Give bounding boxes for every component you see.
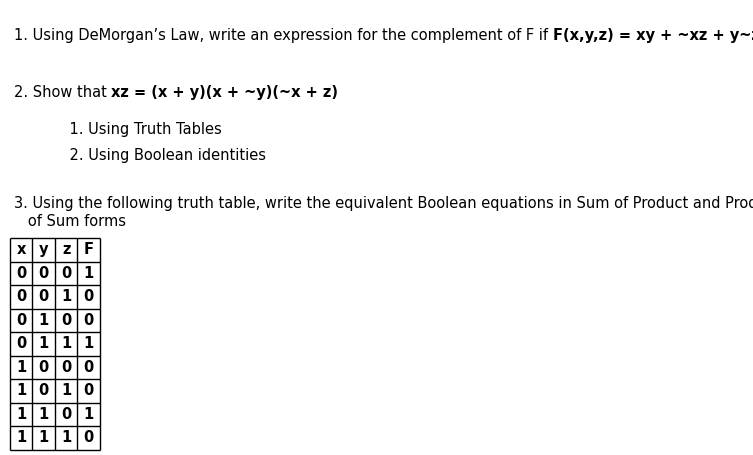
Text: 0: 0 (61, 266, 72, 281)
Text: 1: 1 (61, 430, 72, 445)
Text: 1: 1 (16, 383, 26, 398)
Text: 1. Using Truth Tables: 1. Using Truth Tables (14, 122, 221, 137)
Text: 0: 0 (38, 383, 49, 398)
Text: xz = (x + y)(x + ~y)(~x + z): xz = (x + y)(x + ~y)(~x + z) (111, 85, 339, 100)
Text: 0: 0 (38, 266, 49, 281)
Text: 0: 0 (38, 289, 49, 304)
Text: 0: 0 (84, 383, 94, 398)
Text: 0: 0 (16, 289, 26, 304)
Text: 0: 0 (61, 313, 72, 328)
Text: 1: 1 (16, 407, 26, 422)
Text: 0: 0 (61, 360, 72, 375)
Text: 1: 1 (84, 336, 94, 351)
Text: 1. Using DeMorgan’s Law, write an expression for the complement of F if: 1. Using DeMorgan’s Law, write an expres… (14, 28, 553, 43)
Text: z: z (62, 242, 71, 257)
Text: y: y (39, 242, 48, 257)
Text: 1: 1 (84, 266, 94, 281)
Text: F: F (84, 242, 94, 257)
Text: 1: 1 (61, 383, 72, 398)
Text: 3. Using the following truth table, write the equivalent Boolean equations in Su: 3. Using the following truth table, writ… (14, 196, 753, 211)
Text: 0: 0 (16, 336, 26, 351)
Text: 1: 1 (38, 430, 49, 445)
Text: 1: 1 (61, 289, 72, 304)
Text: 0: 0 (84, 289, 94, 304)
Text: 0: 0 (16, 313, 26, 328)
Text: 2. Using Boolean identities: 2. Using Boolean identities (14, 148, 266, 163)
Text: 0: 0 (61, 407, 72, 422)
Text: of Sum forms: of Sum forms (14, 214, 126, 229)
Text: 0: 0 (84, 313, 94, 328)
Text: 1: 1 (61, 336, 72, 351)
Text: 0: 0 (16, 266, 26, 281)
Text: 1: 1 (38, 407, 49, 422)
Text: 1: 1 (38, 336, 49, 351)
Text: 0: 0 (84, 360, 94, 375)
Text: 1: 1 (38, 313, 49, 328)
Text: F(x,y,z) = xy + ~xz + y~z: F(x,y,z) = xy + ~xz + y~z (553, 28, 753, 43)
Text: x: x (17, 242, 26, 257)
Text: 0: 0 (84, 430, 94, 445)
Text: 1: 1 (84, 407, 94, 422)
Text: 2. Show that: 2. Show that (14, 85, 111, 100)
Text: 0: 0 (38, 360, 49, 375)
Text: 1: 1 (16, 430, 26, 445)
Text: 1: 1 (16, 360, 26, 375)
